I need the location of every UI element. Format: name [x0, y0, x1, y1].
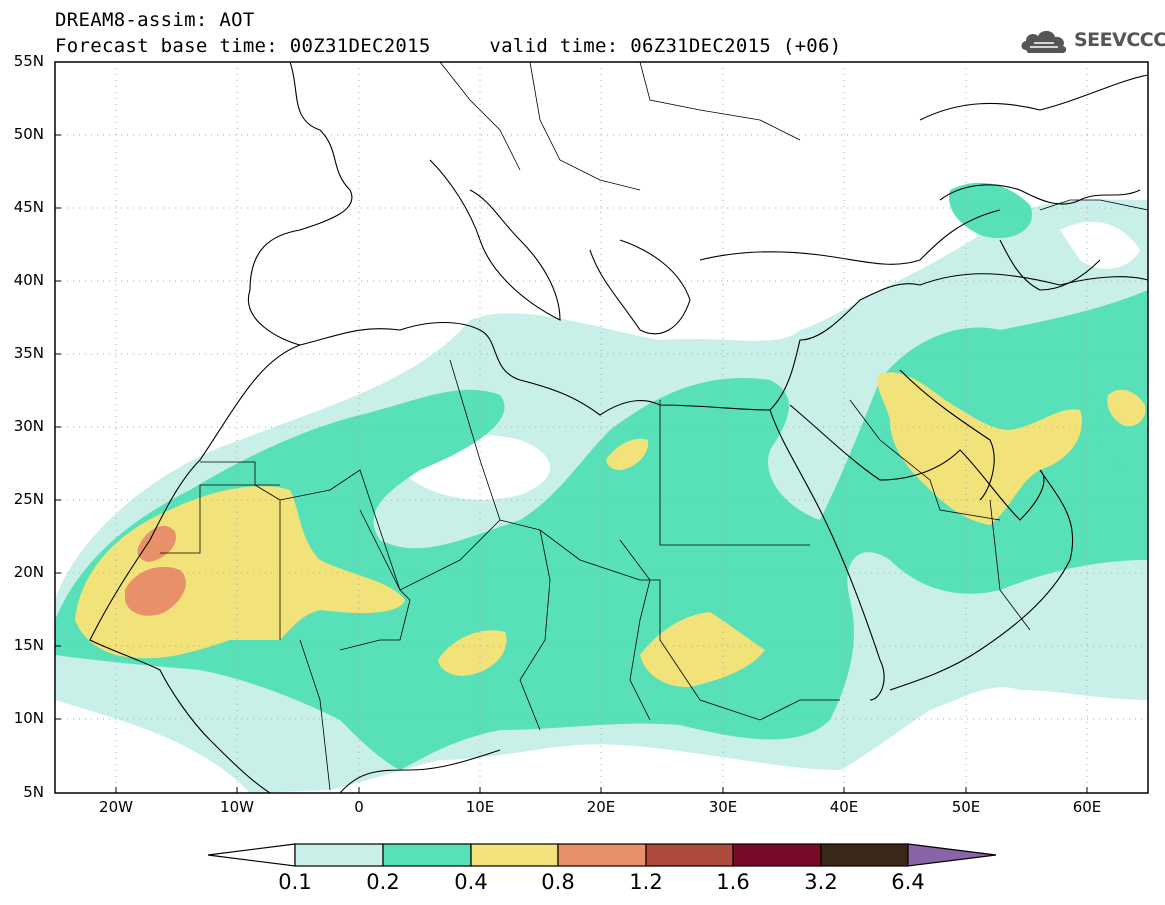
colorbar-label: 1.2	[629, 870, 663, 894]
colorbar-label: 6.4	[891, 870, 925, 894]
lon-label: 0	[354, 798, 364, 816]
colorbar-label: 1.6	[716, 870, 750, 894]
cloud-icon	[1021, 30, 1067, 54]
logo-text: SEEVCCC	[1074, 29, 1165, 51]
lat-label: 15N	[13, 636, 44, 654]
lon-label: 10W	[220, 798, 254, 816]
lat-label: 40N	[13, 271, 44, 289]
lat-label: 25N	[13, 490, 44, 508]
aot-contour-0.4-iran	[1107, 389, 1146, 427]
colorbar-label: 3.2	[804, 870, 838, 894]
coastlines	[89, 62, 1148, 793]
graticule	[55, 62, 1148, 793]
colorbar-label: 0.4	[454, 870, 488, 894]
lat-label: 30N	[13, 417, 44, 435]
aot-contour-0.4-niger	[438, 630, 507, 676]
lat-label: 10N	[13, 709, 44, 727]
country-borders	[160, 62, 1148, 791]
chart-subtitle: Forecast base time: 00Z31DEC2015 valid t…	[55, 36, 842, 56]
lon-label: 10E	[465, 798, 495, 816]
aot-contour-0.4-libya	[606, 438, 649, 470]
lon-label: 30E	[708, 798, 738, 816]
aot-contour-0.8	[125, 525, 186, 616]
aot-contour-0.4-arabia	[877, 372, 1082, 525]
colorbar-label: 0.1	[278, 870, 312, 894]
lon-label: 50E	[951, 798, 981, 816]
lat-label: 50N	[13, 125, 44, 143]
chart-title: DREAM8-assim: AOT	[55, 9, 255, 31]
aot-gap-caspian	[1060, 221, 1140, 269]
axis-ticks	[55, 134, 1088, 793]
colorbar-label: 0.8	[541, 870, 575, 894]
lat-label: 35N	[13, 344, 44, 362]
lon-label: 20W	[99, 798, 133, 816]
valid-time-label: valid time: 06Z31DEC2015 (+06)	[489, 35, 842, 57]
lon-label: 20E	[586, 798, 616, 816]
base-time-label: Forecast base time: 00Z31DEC2015	[55, 35, 431, 57]
colorbar-label: 0.2	[366, 870, 400, 894]
lat-label: 20N	[13, 563, 44, 581]
lat-label: 45N	[13, 198, 44, 216]
seevccc-logo: SEEVCCC	[1018, 26, 1165, 56]
lat-label: 5N	[23, 783, 44, 801]
lat-label: 55N	[13, 52, 44, 70]
aot-contour-0.4-sudan	[640, 612, 765, 688]
lon-label: 60E	[1072, 798, 1102, 816]
aot-contour-0.2-iran	[1080, 303, 1148, 473]
aot-contour-0.2-caucasus	[949, 182, 1032, 239]
lon-label: 40E	[829, 798, 859, 816]
